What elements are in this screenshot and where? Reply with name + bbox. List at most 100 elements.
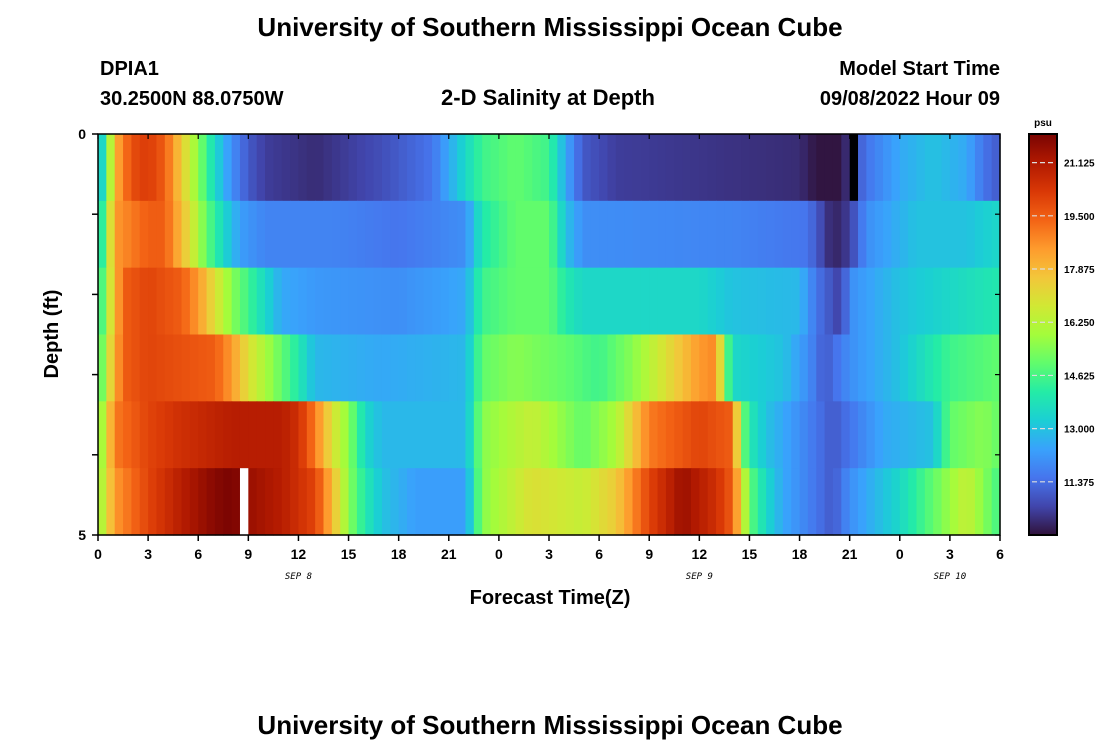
heatmap-cell xyxy=(615,200,625,269)
heatmap-cell xyxy=(958,267,968,336)
heatmap-cell xyxy=(323,401,333,469)
heatmap-cell xyxy=(390,200,400,269)
heatmap-cell xyxy=(473,200,483,269)
heatmap-cell xyxy=(941,267,951,336)
heatmap-cell xyxy=(465,134,475,202)
heatmap-cell xyxy=(223,401,233,469)
heatmap-cell xyxy=(983,401,993,469)
heatmap-cell xyxy=(891,401,901,469)
colorbar-tick-label: 14.625 xyxy=(1064,371,1095,382)
heatmap-cell xyxy=(540,134,550,202)
heatmap-cell xyxy=(749,267,759,336)
heatmap-cell xyxy=(891,334,901,402)
heatmap-cell xyxy=(716,468,725,536)
x-tick-label: 9 xyxy=(244,546,252,562)
heatmap-cell xyxy=(123,401,133,469)
heatmap-cell xyxy=(640,468,650,536)
heatmap-cell xyxy=(281,134,291,202)
heatmap-cell xyxy=(757,334,767,402)
heatmap-cell xyxy=(674,334,684,402)
heatmap-cell xyxy=(657,200,667,269)
heatmap-cell xyxy=(473,468,483,536)
heatmap-cell xyxy=(365,468,375,536)
heatmap-cell xyxy=(699,200,709,269)
heatmap-cell xyxy=(432,334,442,402)
heatmap-cell xyxy=(381,468,391,536)
heatmap-cell xyxy=(816,468,826,536)
heatmap-cell xyxy=(131,468,141,536)
heatmap-cell xyxy=(891,267,901,336)
heatmap-cell xyxy=(749,134,759,202)
heatmap-cell xyxy=(214,468,224,536)
heatmap-cell xyxy=(164,134,174,202)
heatmap-cell xyxy=(482,200,492,269)
heatmap-cell xyxy=(315,401,325,469)
heatmap-cell xyxy=(290,200,300,269)
heatmap-cell xyxy=(156,200,166,269)
x-tick-label: 15 xyxy=(341,546,357,562)
heatmap-cell xyxy=(348,267,358,336)
colorbar-tick-label: 11.375 xyxy=(1064,478,1094,489)
x-tick-label: 6 xyxy=(194,546,202,562)
heatmap-cell xyxy=(231,468,241,536)
heatmap-cell xyxy=(799,401,809,469)
heatmap-cell xyxy=(974,334,984,402)
heatmap-cell xyxy=(916,334,926,402)
heatmap-cell xyxy=(323,200,333,269)
heatmap-cell xyxy=(707,334,717,402)
heatmap-cell xyxy=(816,334,826,402)
heatmap-cell xyxy=(966,134,976,202)
heatmap-cell xyxy=(256,134,266,202)
heatmap-cell xyxy=(632,200,642,269)
heatmap-cell xyxy=(766,334,776,402)
heatmap-cell xyxy=(933,267,943,336)
heatmap-cell xyxy=(899,267,909,336)
heatmap-cell xyxy=(148,334,158,402)
heatmap-cell xyxy=(849,334,859,402)
heatmap-cell xyxy=(265,200,274,269)
heatmap-cell xyxy=(265,334,274,402)
y-axis-label: Depth (ft) xyxy=(41,290,63,379)
heatmap-cell xyxy=(732,401,742,469)
heatmap-cell xyxy=(924,267,934,336)
heatmap-cell xyxy=(690,401,700,469)
heatmap-cell xyxy=(448,134,458,202)
heatmap-cell xyxy=(398,468,408,536)
heatmap-cell xyxy=(381,401,391,469)
heatmap-cell xyxy=(407,401,416,469)
heatmap-cell xyxy=(741,267,751,336)
heatmap-cell xyxy=(624,401,634,469)
heatmap-cell xyxy=(607,267,617,336)
heatmap-cell xyxy=(373,468,383,536)
heatmap-cell xyxy=(841,134,851,202)
heatmap-cell xyxy=(340,134,350,202)
heatmap-cell xyxy=(281,401,291,469)
heatmap-cell xyxy=(498,468,508,536)
heatmap-cell xyxy=(156,468,166,536)
heatmap-cell xyxy=(206,468,216,536)
heatmap-cell xyxy=(874,334,884,402)
heatmap-cell xyxy=(164,468,174,536)
heatmap-cell xyxy=(331,267,341,336)
heatmap-cell xyxy=(832,468,842,536)
heatmap-cell xyxy=(123,468,133,536)
heatmap-cell xyxy=(615,334,625,402)
heatmap-cell xyxy=(298,334,308,402)
heatmap-cell xyxy=(716,200,725,269)
heatmap-cell xyxy=(741,200,751,269)
heatmap-cell xyxy=(883,334,893,402)
heatmap-cell xyxy=(674,468,684,536)
heatmap-cell xyxy=(532,200,542,269)
y-axis: 05 xyxy=(78,126,1000,543)
heatmap-cell xyxy=(665,267,675,336)
heatmap-cell xyxy=(958,200,968,269)
heatmap-cell xyxy=(741,134,751,202)
heatmap-cell xyxy=(799,200,809,269)
heatmap-cell xyxy=(223,267,233,336)
heatmap-cell xyxy=(448,468,458,536)
y-tick-label: 0 xyxy=(78,126,86,142)
heatmap-cell xyxy=(106,134,116,202)
heatmap-cell xyxy=(732,134,742,202)
heatmap-cell xyxy=(883,468,893,536)
heatmap-cell xyxy=(365,267,375,336)
